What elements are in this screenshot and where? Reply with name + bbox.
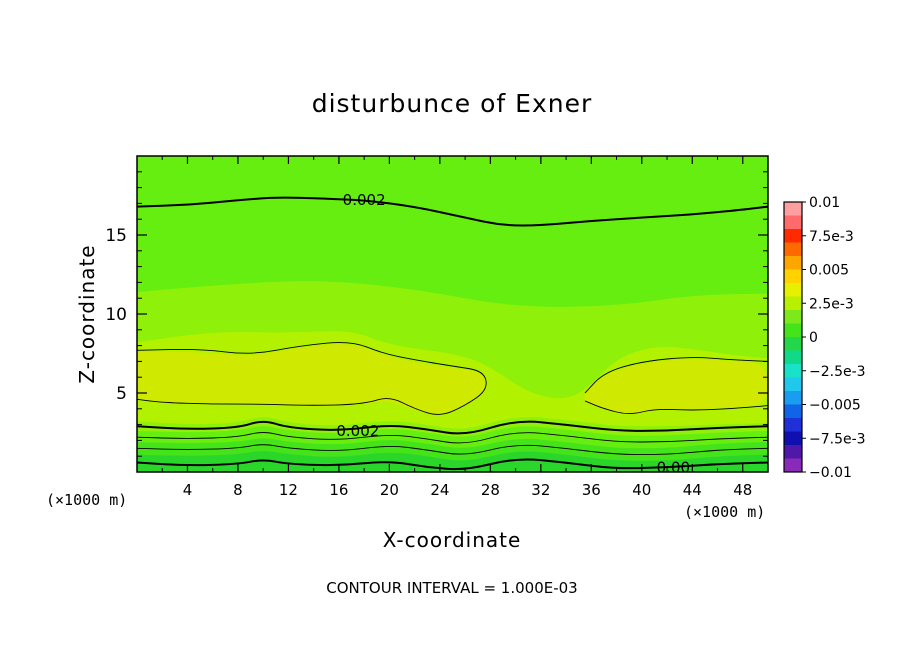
colorbar-swatch: [784, 364, 802, 378]
y-axis-label: Z-coordinate: [75, 244, 99, 383]
x-tick-label: 20: [380, 481, 399, 499]
contour-band-3: [137, 344, 487, 415]
x-axis-label: X-coordinate: [383, 528, 522, 552]
x-axis: 4 8 12 16 20 24 28 32 36 40 44 48: [161, 156, 752, 499]
y-axis: 5 10 15: [105, 171, 768, 457]
contour-line-6: [137, 444, 768, 456]
x-tick-label: 32: [531, 481, 550, 499]
chart-title: disturbunce of Exner: [312, 89, 593, 118]
colorbar-label: −0.005: [809, 398, 861, 414]
x-unit-left: (×1000 m): [46, 491, 127, 509]
colorbar-label: −0.01: [809, 465, 852, 481]
contour-fill-bands: [137, 156, 768, 472]
colorbar-swatch: [784, 296, 802, 311]
colorbar-swatch: [784, 242, 802, 257]
colorbar-swatch: [784, 229, 802, 243]
contour-label-0: 0.002: [343, 191, 386, 209]
colorbar-swatch: [784, 283, 802, 297]
y-tick-label: 10: [105, 305, 127, 325]
colorbar-label: 0.01: [809, 195, 840, 211]
colorbar-swatch: [784, 350, 802, 365]
x-tick-label: 44: [683, 481, 702, 499]
colorbar-swatch: [784, 418, 802, 432]
contour-line-5: [137, 432, 768, 444]
colorbar-label: 2.5e-3: [809, 296, 854, 312]
contour-lines: [137, 196, 768, 471]
contour-label-2: 0.00: [657, 458, 690, 476]
colorbar-swatch: [784, 445, 802, 459]
x-tick-label: 40: [632, 481, 651, 499]
contour-line-4: [137, 420, 768, 435]
colorbar-swatch: [784, 323, 802, 338]
x-tick-label: 28: [481, 481, 500, 499]
colorbar-label: −7.5e-3: [809, 431, 866, 447]
x-tick-label: 16: [329, 481, 348, 499]
colorbar-label: 7.5e-3: [809, 229, 854, 245]
contour-label-1: 0.002: [336, 422, 379, 440]
contour-line-3: [584, 400, 768, 414]
contour-line-1: [137, 342, 487, 415]
colorbar-swatch: [784, 391, 802, 405]
x-tick-label: 24: [430, 481, 449, 499]
colorbar-label: 0: [809, 330, 818, 346]
colorbar-label: 0.005: [809, 263, 849, 279]
colorbar-swatch: [784, 431, 802, 446]
contour-band-4: [585, 359, 768, 414]
contour-line-2: [584, 357, 768, 394]
contour-interval-text: CONTOUR INTERVAL = 1.000E-03: [326, 579, 577, 597]
colorbar-label: −2.5e-3: [809, 364, 866, 380]
x-tick-label: 36: [582, 481, 601, 499]
colorbar-swatch: [784, 202, 802, 216]
x-tick-label: 12: [279, 481, 298, 499]
y-tick-label: 5: [116, 384, 127, 404]
colorbar-swatch: [784, 310, 802, 324]
colorbar-swatch: [784, 269, 802, 284]
colorbar-swatch: [784, 458, 802, 473]
colorbar-swatch: [784, 215, 802, 230]
plot-area: 0.002 0.002 0.00: [136, 155, 769, 476]
contour-line-0: [137, 196, 768, 227]
colorbar: 0.01 7.5e-3 0.005 2.5e-3 0 −2.5e-3 −0.005 −7.5e…: [783, 195, 866, 481]
colorbar-swatch: [784, 337, 802, 351]
colorbar-swatch: [784, 377, 802, 392]
colorbar-swatch: [784, 256, 802, 270]
x-tick-label: 4: [183, 481, 193, 499]
x-tick-label: 48: [733, 481, 752, 499]
colorbar-swatch: [784, 404, 802, 419]
x-tick-label: 8: [233, 481, 243, 499]
contour-line-7: [137, 458, 768, 471]
y-tick-label: 15: [105, 226, 127, 246]
contour-labels: 0.002 0.002 0.00: [336, 191, 690, 476]
x-unit-right: (×1000 m): [684, 503, 765, 521]
